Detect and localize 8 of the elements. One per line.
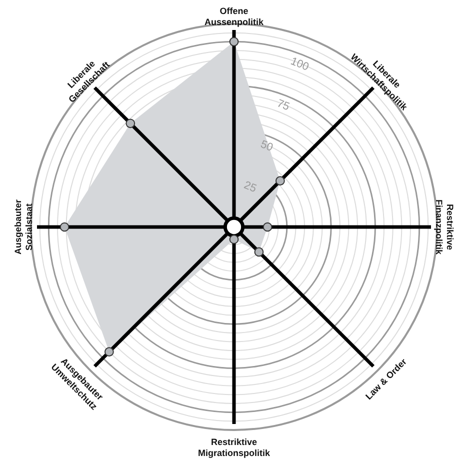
spoke-label: Restriktive Migrationspolitik [198, 437, 271, 458]
y-tick-label: 25 [242, 179, 258, 196]
spoke-label: Restriktive Finanzpolitik [434, 200, 455, 256]
spoke-label: Offene Aussenpolitik [204, 6, 264, 27]
y-tick-label: 75 [275, 97, 292, 114]
spoke-label: Ausgebauter Sozialstaat [13, 199, 34, 255]
y-tick-label: 100 [288, 55, 310, 74]
y-tick-label: 50 [258, 138, 275, 154]
